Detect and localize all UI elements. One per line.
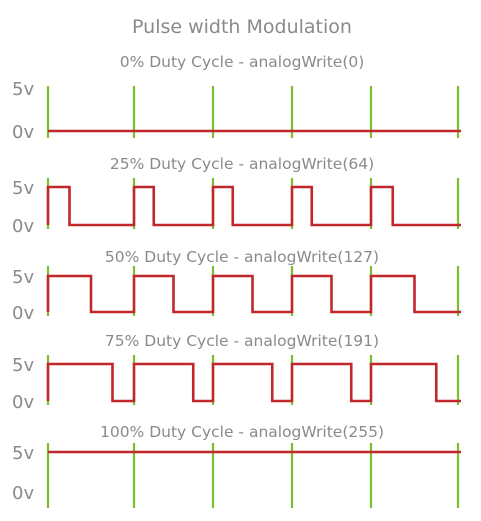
panel-title: 0% Duty Cycle - analogWrite(0) [120, 53, 365, 71]
diagram-title: Pulse width Modulation [132, 16, 352, 38]
pwm-panel-1: 0% Duty Cycle - analogWrite(0) 5v 0v [12, 53, 461, 143]
voltage-high-label: 5v [12, 443, 34, 464]
voltage-low-label: 0v [12, 483, 34, 504]
pwm-panel-3: 50% Duty Cycle - analogWrite(127) 5v 0v [12, 248, 461, 324]
pwm-panel-4: 75% Duty Cycle - analogWrite(191) 5v 0v [12, 332, 461, 413]
pwm-signal-waveform [46, 362, 461, 403]
pwm-panel-2: 25% Duty Cycle - analogWrite(64) 5v 0v [12, 155, 461, 237]
voltage-low-label: 0v [12, 303, 34, 324]
voltage-low-label: 0v [12, 216, 34, 237]
voltage-high-label: 5v [12, 178, 34, 199]
panel-title: 100% Duty Cycle - analogWrite(255) [100, 423, 384, 441]
voltage-low-label: 0v [12, 122, 34, 143]
panel-title: 75% Duty Cycle - analogWrite(191) [105, 332, 379, 350]
voltage-high-label: 5v [12, 267, 34, 288]
pwm-panel-5: 100% Duty Cycle - analogWrite(255) 5v 0v [12, 423, 461, 508]
panel-title: 25% Duty Cycle - analogWrite(64) [110, 155, 374, 173]
voltage-high-label: 5v [12, 355, 34, 376]
voltage-low-label: 0v [12, 392, 34, 413]
pwm-signal-waveform [46, 185, 461, 227]
pwm-signal-waveform [46, 274, 461, 314]
panel-title: 50% Duty Cycle - analogWrite(127) [105, 248, 379, 266]
voltage-high-label: 5v [12, 79, 34, 100]
